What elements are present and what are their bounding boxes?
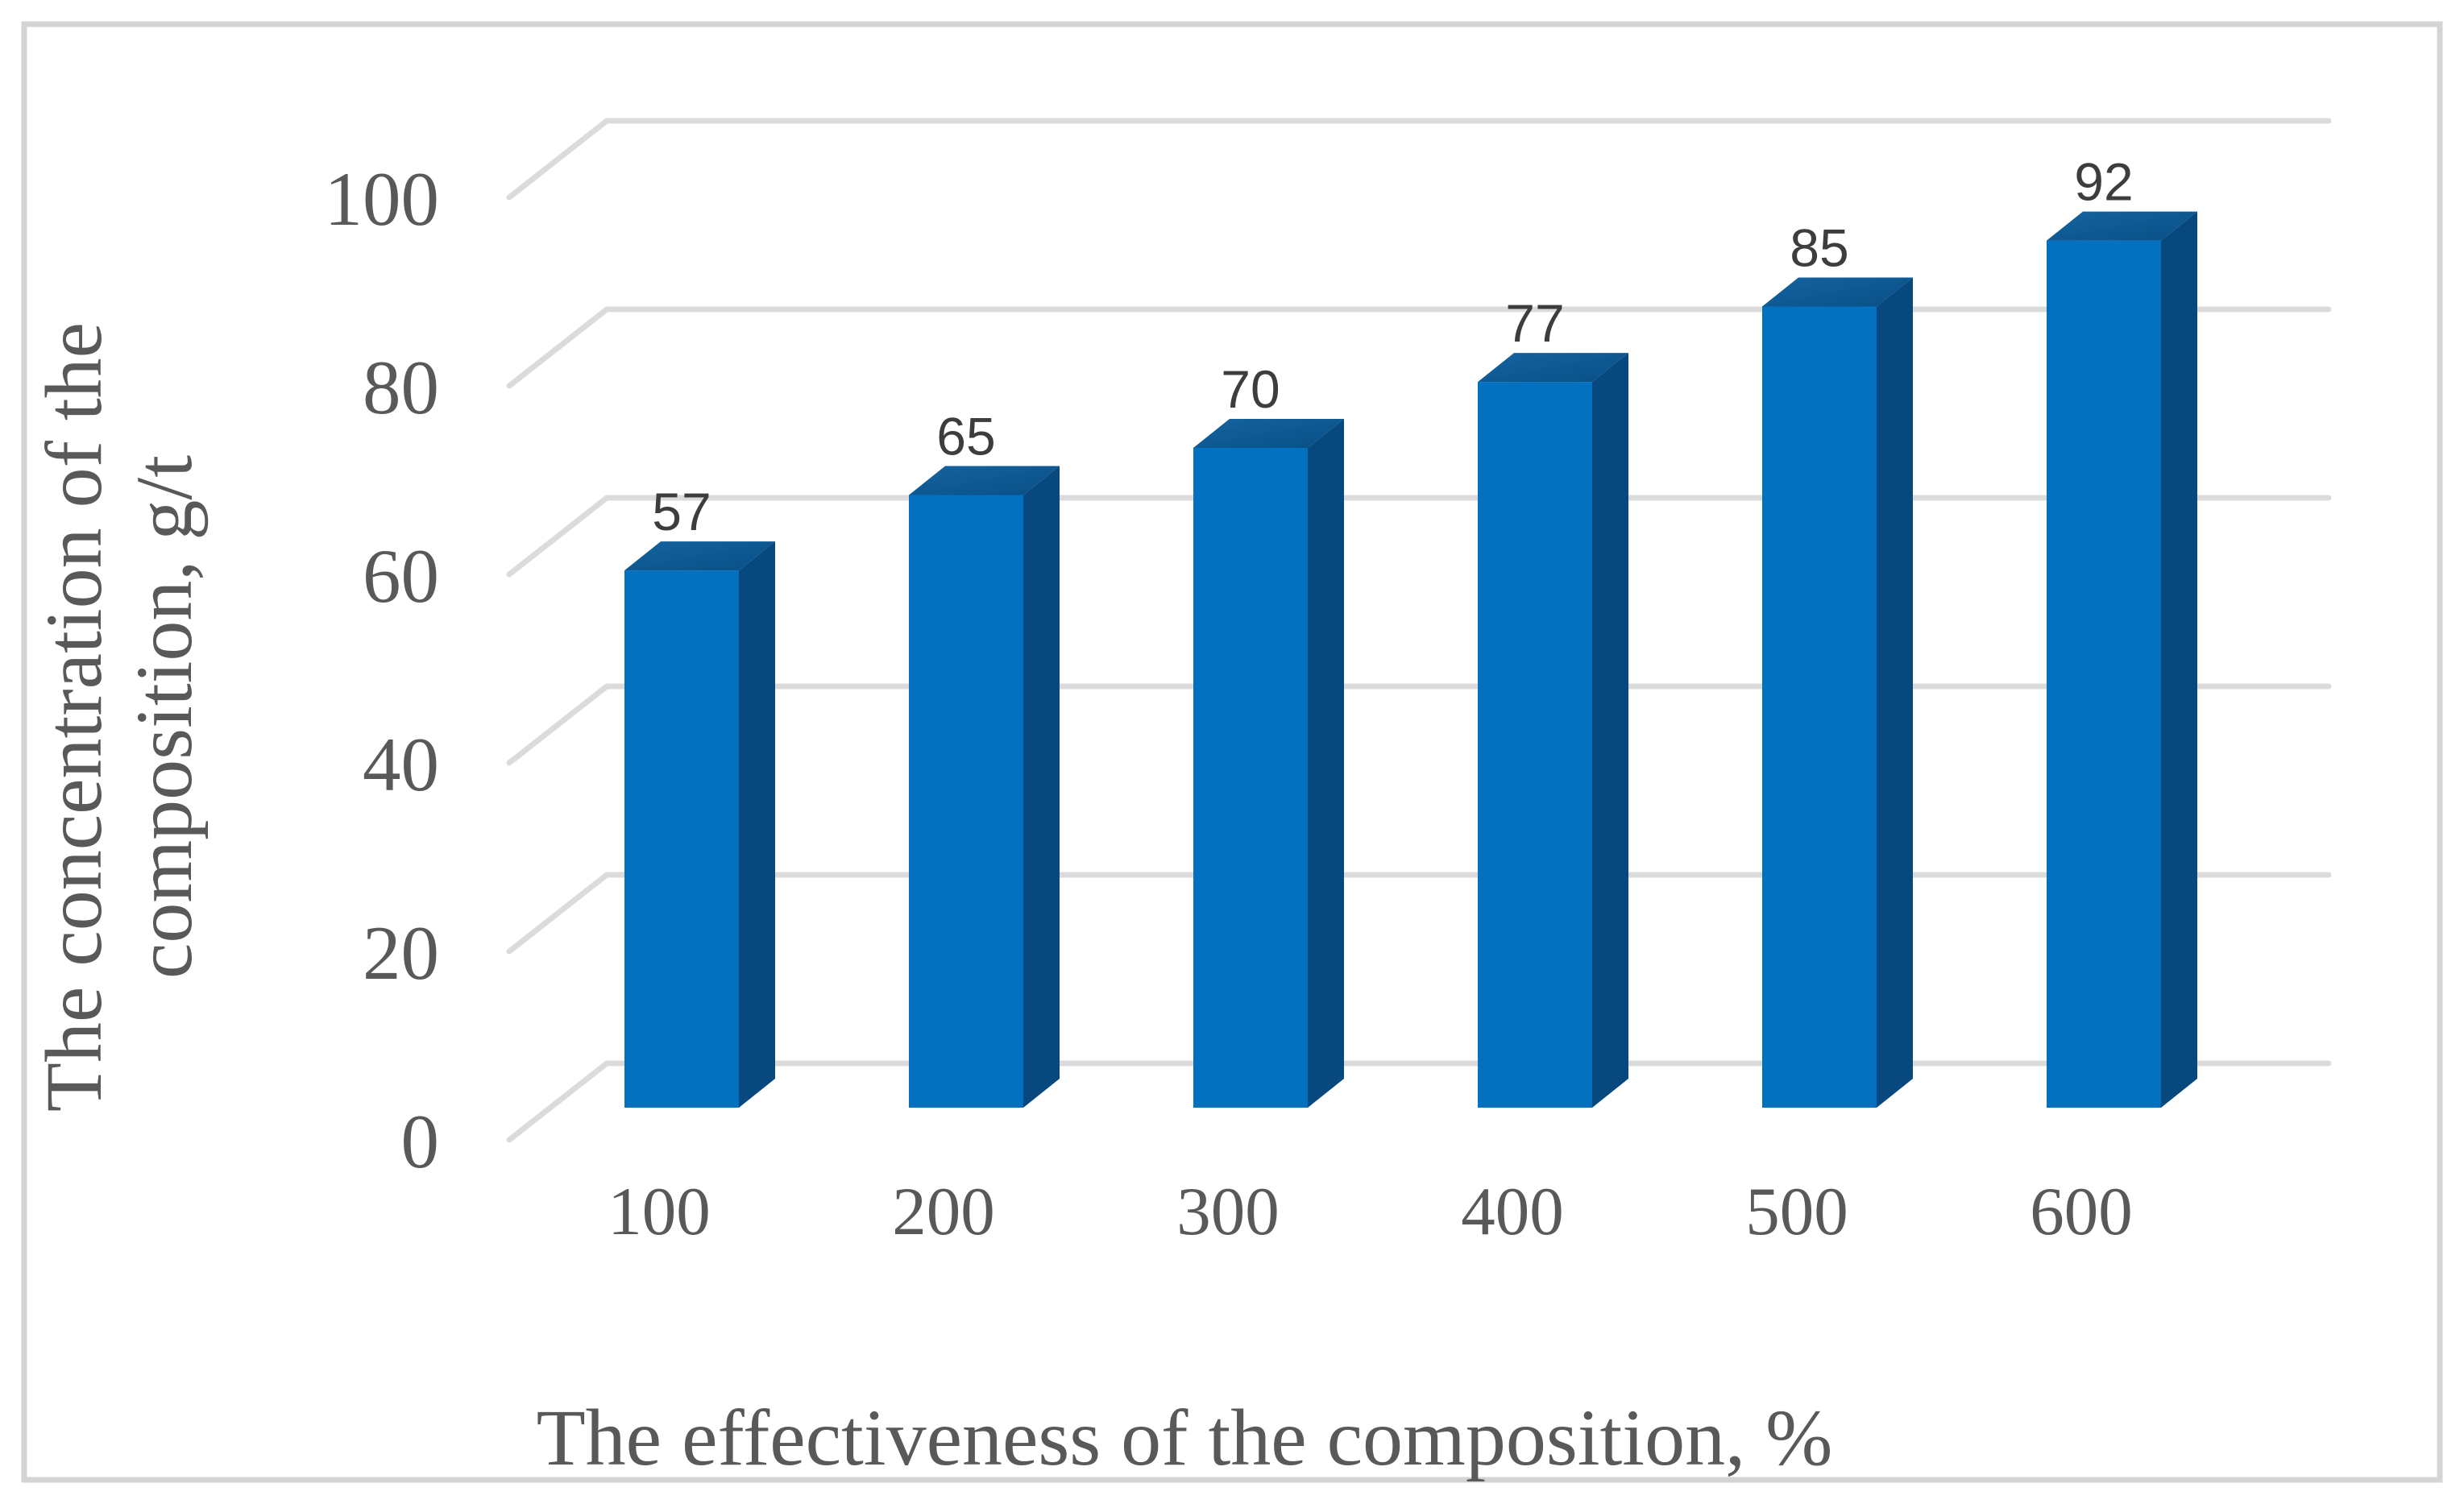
bar-data-label: 92 [2074,152,2133,212]
bar-front-face [624,570,739,1108]
bar-top-face [909,466,1060,495]
bar-front-face [1762,306,1877,1108]
bar-data-label: 65 [936,407,995,466]
x-axis-category-label: 200 [892,1174,995,1249]
y-tick-labels-group: 0 20 40 60 80 100 [325,156,440,1184]
bar-side-face [1308,419,1344,1108]
x-axis-category-label: 400 [1461,1174,1564,1249]
data-labels-group: 57 65 70 77 85 92 [652,152,2133,541]
bar-data-label: 85 [1790,218,1848,278]
bar-side-face [1023,466,1060,1108]
gridline [506,495,2332,578]
x-axis-title: The effectiveness of the composition, % [537,1393,1833,1482]
chart-outer-frame [21,21,2443,1483]
gridline [506,1060,2332,1143]
y-axis-tick-label: 0 [401,1099,440,1184]
bar-side-face [739,541,775,1108]
bar-side-face [1877,277,1913,1108]
bar-side-face [1592,353,1628,1108]
x-axis-category-label: 500 [1745,1174,1848,1249]
bar-top-face [1478,353,1628,383]
bar-top-face [1762,277,1913,307]
y-axis-tick-label: 100 [325,156,440,242]
bars-group [624,211,2197,1108]
bar-side-face [2161,211,2197,1108]
bar-data-label: 70 [1221,359,1280,419]
x-axis-category-label: 300 [1176,1174,1280,1249]
bar-data-label: 57 [652,482,711,541]
y-axis-title-line2: composition, g/t [119,455,209,979]
bar-top-face [624,541,775,571]
bar-front-face [1193,448,1308,1108]
bar-top-face [2047,211,2197,241]
x-axis-category-label: 100 [608,1174,711,1249]
x-tick-labels-group: 100 200 300 400 500 600 [608,1174,2133,1249]
gridline [506,683,2332,766]
gridline [506,306,2332,389]
y-axis-tick-label: 40 [363,722,439,807]
bar-front-face [909,495,1023,1108]
bar-data-label: 77 [1505,293,1564,353]
bar-front-face [2047,240,2161,1108]
gridlines-group [506,118,2332,1143]
y-axis-title: The concentration of the composition, g/… [29,322,209,1112]
x-axis-category-label: 600 [2030,1174,2133,1249]
gridline [506,118,2332,201]
y-axis-tick-label: 20 [363,910,439,996]
y-axis-title-line1: The concentration of the [29,322,118,1112]
y-axis-tick-label: 60 [363,533,439,619]
gridline [506,872,2332,955]
bar-front-face [1478,382,1592,1108]
y-axis-tick-label: 80 [363,345,439,430]
bar-top-face [1193,419,1344,448]
